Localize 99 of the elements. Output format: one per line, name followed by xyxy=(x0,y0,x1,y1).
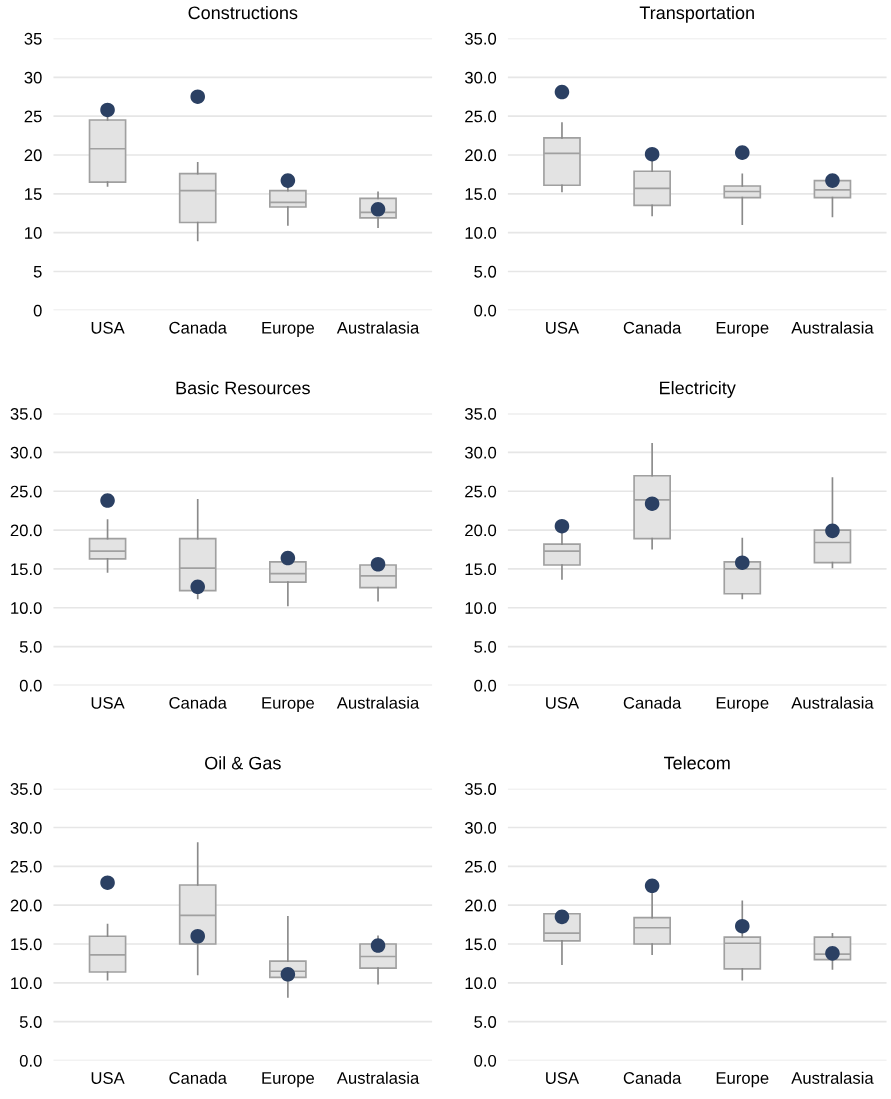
point xyxy=(190,928,205,944)
y-tick-label: 25.0 xyxy=(10,485,42,498)
x-tick-label: Canada xyxy=(169,321,227,334)
y-tick-label: 30.0 xyxy=(464,71,497,84)
y-tick-label: 5 xyxy=(33,266,42,278)
y-tick-label: 0.0 xyxy=(474,304,497,317)
x-tick-label: Europe xyxy=(262,322,315,337)
point xyxy=(554,518,570,534)
y-tick-label: 30.0 xyxy=(464,821,497,834)
x-tick-label: Europe xyxy=(716,697,769,713)
point xyxy=(280,550,296,566)
y-tick-label: 35.0 xyxy=(10,783,42,795)
point xyxy=(190,579,205,595)
point xyxy=(100,102,115,118)
point xyxy=(644,146,660,162)
chart-title: Electricity xyxy=(660,381,736,398)
y-tick-label: 10.0 xyxy=(11,977,42,990)
y-tick-label: 20 xyxy=(24,149,42,162)
y-tick-label: 15 xyxy=(25,188,42,200)
point xyxy=(554,84,570,100)
point xyxy=(100,875,115,890)
y-tick-label: 35.0 xyxy=(464,783,497,795)
point xyxy=(554,909,570,925)
x-tick-label: Australasia xyxy=(336,1071,420,1084)
x-tick-label: Canada xyxy=(169,696,227,709)
y-tick-label: 35.0 xyxy=(464,32,497,45)
x-tick-label: Canada xyxy=(623,1071,682,1084)
y-tick-label: 20.0 xyxy=(10,524,42,537)
x-tick-label: USA xyxy=(91,696,125,709)
x-tick-label: Australasia xyxy=(791,321,874,334)
x-tick-label: Australasia xyxy=(336,321,420,334)
y-tick-label: 15.0 xyxy=(11,563,42,576)
y-tick-label: 0.0 xyxy=(19,679,42,692)
y-tick-label: 20.0 xyxy=(465,149,497,162)
x-tick-label: USA xyxy=(91,1072,125,1084)
x-tick-label: Australasia xyxy=(791,1071,874,1084)
x-tick-label: Europe xyxy=(262,1072,315,1088)
y-tick-label: 25.0 xyxy=(465,485,497,498)
chart-title: Transportation xyxy=(639,5,754,23)
y-tick-label: 15.0 xyxy=(11,938,42,951)
y-tick-label: 15.0 xyxy=(465,188,497,200)
x-tick-label: Canada xyxy=(623,321,682,334)
point xyxy=(100,493,115,508)
point xyxy=(735,918,750,934)
point xyxy=(825,523,840,539)
point xyxy=(370,556,386,572)
y-tick-label: 5.0 xyxy=(19,640,42,653)
y-tick-label: 10.0 xyxy=(11,602,42,614)
y-tick-label: 20.0 xyxy=(465,524,497,537)
y-tick-label: 0.0 xyxy=(19,1054,42,1067)
x-tick-label: Canada xyxy=(623,696,682,709)
point xyxy=(735,555,750,570)
y-tick-label: 15.0 xyxy=(465,938,497,951)
x-tick-label: USA xyxy=(546,696,580,709)
x-tick-label: Europe xyxy=(262,697,315,713)
point xyxy=(735,145,750,160)
y-tick-label: 5.0 xyxy=(19,1016,42,1028)
point xyxy=(644,878,660,894)
point xyxy=(370,938,386,953)
point xyxy=(280,173,296,188)
y-tick-label: 10.0 xyxy=(465,227,497,239)
x-tick-label: USA xyxy=(546,1072,580,1084)
y-tick-label: 0 xyxy=(33,304,42,317)
y-tick-label: 30.0 xyxy=(10,821,42,834)
y-tick-label: 25.0 xyxy=(10,860,42,873)
y-tick-label: 35.0 xyxy=(10,407,42,420)
x-tick-label: Australasia xyxy=(336,696,420,709)
point xyxy=(190,89,205,104)
y-tick-label: 10.0 xyxy=(465,977,497,990)
chart-title: Constructions xyxy=(188,5,298,20)
x-tick-label: Canada xyxy=(169,1071,227,1084)
x-tick-label: Europe xyxy=(716,1072,769,1088)
y-tick-label: 5.0 xyxy=(474,1016,497,1028)
y-tick-label: 5.0 xyxy=(474,640,497,653)
point xyxy=(644,496,660,511)
chart-title: Oil & Gas xyxy=(205,756,281,770)
y-tick-label: 30 xyxy=(24,71,42,84)
y-tick-label: 35 xyxy=(24,32,42,45)
x-tick-label: Europe xyxy=(716,322,769,337)
y-tick-label: 30.0 xyxy=(10,446,42,459)
y-tick-label: 20.0 xyxy=(465,899,497,912)
y-tick-label: 30.0 xyxy=(464,446,497,459)
y-tick-label: 10 xyxy=(25,227,42,239)
y-tick-label: 5.0 xyxy=(474,265,497,278)
chart-title: Basic Resources xyxy=(176,381,310,395)
x-tick-label: USA xyxy=(546,321,580,334)
y-tick-label: 25.0 xyxy=(465,860,497,873)
y-tick-label: 0.0 xyxy=(474,679,497,692)
x-tick-label: USA xyxy=(91,321,125,334)
y-tick-label: 25 xyxy=(24,110,42,123)
y-tick-label: 0.0 xyxy=(474,1054,497,1067)
y-tick-label: 15.0 xyxy=(465,563,497,576)
y-tick-label: 25.0 xyxy=(465,110,497,123)
y-tick-label: 10.0 xyxy=(465,602,497,614)
point xyxy=(825,173,840,188)
x-tick-label: Australasia xyxy=(791,696,874,709)
y-tick-label: 20.0 xyxy=(10,899,42,912)
chart-title: Telecom xyxy=(664,756,730,770)
y-tick-label: 35.0 xyxy=(464,407,497,420)
